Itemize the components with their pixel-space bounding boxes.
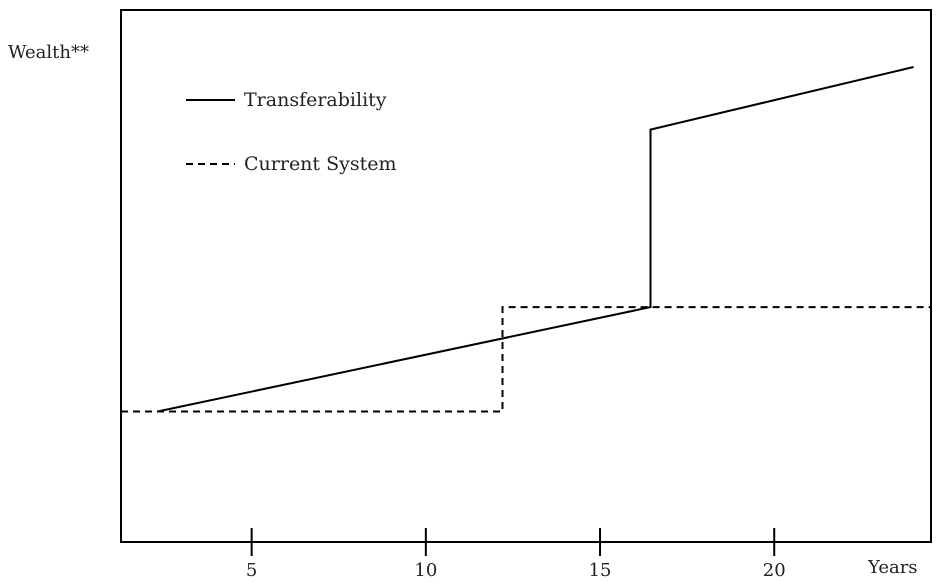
series-line-current-system (121, 306, 931, 413)
x-tick-label-5: 5 (246, 560, 257, 581)
series-line-transferability (157, 66, 914, 413)
legend: Transferability Current System (186, 89, 397, 175)
y-axis-label: Wealth** (8, 42, 89, 63)
x-tick-label-15: 15 (589, 560, 612, 581)
series-lines (121, 66, 931, 413)
x-tick-label-20: 20 (763, 560, 786, 581)
x-tick-label-10: 10 (414, 560, 437, 581)
plot-frame (120, 9, 932, 543)
x-axis-label: Years (867, 557, 918, 578)
legend-label-current-system: Current System (244, 153, 397, 175)
x-ticks: 5 10 15 20 (246, 528, 786, 581)
legend-label-transferability: Transferability (244, 89, 387, 111)
